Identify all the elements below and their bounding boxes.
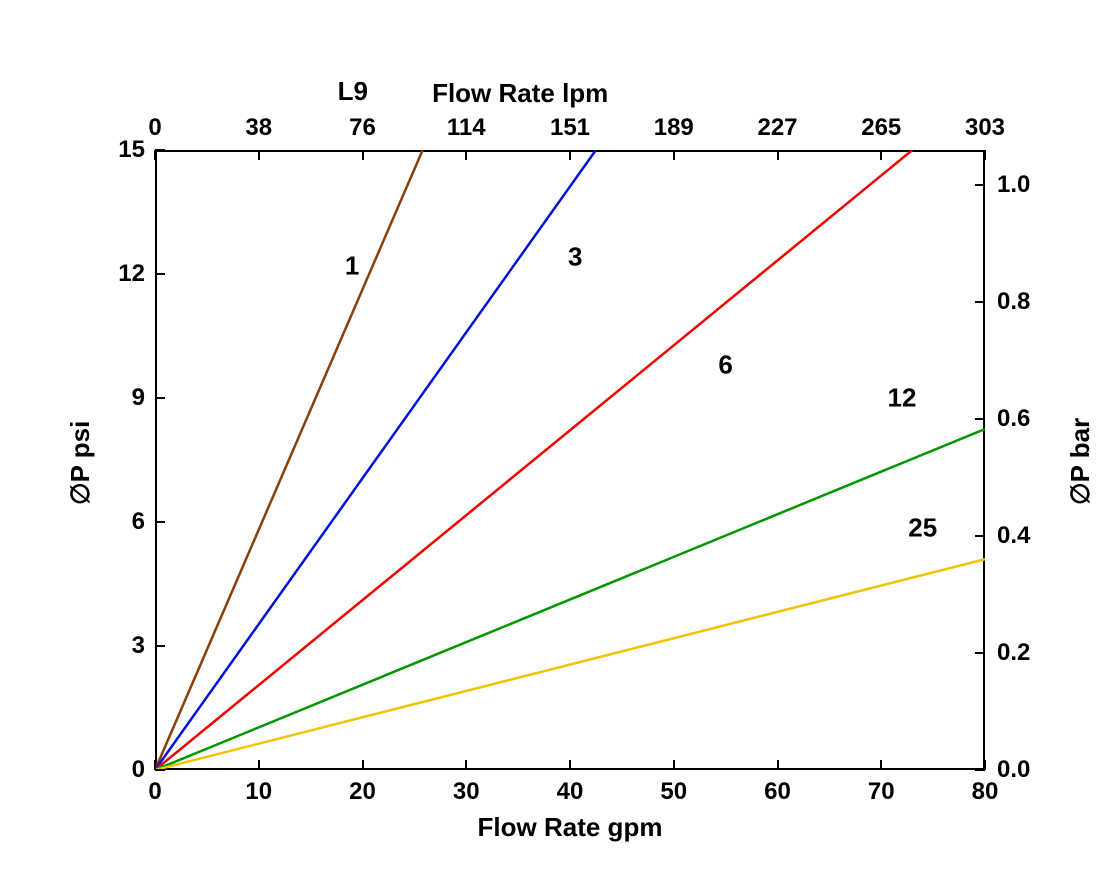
y-left-tick-label: 15: [118, 136, 145, 164]
series-label-12: 12: [888, 383, 917, 414]
x-top-tick-label: 189: [654, 114, 694, 142]
y-left-tick: [155, 149, 165, 151]
x-bottom-tick: [880, 760, 882, 770]
x-top-tick-label: 0: [148, 114, 161, 142]
y-left-tick: [155, 397, 165, 399]
x-top-tick: [258, 150, 260, 160]
x-bottom-tick-label: 0: [148, 778, 161, 806]
x-bottom-tick-label: 20: [349, 778, 376, 806]
series-label-6: 6: [718, 349, 732, 380]
x-top-tick: [465, 150, 467, 160]
y-right-tick-label: 1.0: [997, 171, 1030, 199]
y-right-tick: [975, 184, 985, 186]
y-left-tick-label: 9: [132, 384, 145, 412]
x-top-axis-label: Flow Rate lpm: [432, 78, 608, 109]
y-left-tick-label: 6: [132, 508, 145, 536]
y-right-tick-label: 0.4: [997, 522, 1030, 550]
y-left-tick-label: 12: [118, 260, 145, 288]
y-right-tick: [975, 535, 985, 537]
x-bottom-tick: [465, 760, 467, 770]
x-bottom-tick-label: 10: [245, 778, 272, 806]
x-bottom-tick: [673, 760, 675, 770]
y-right-tick-label: 0.2: [997, 639, 1030, 667]
x-top-tick-label: 227: [757, 114, 797, 142]
x-top-tick-label: 265: [861, 114, 901, 142]
model-label: L9: [338, 76, 368, 107]
x-bottom-tick: [362, 760, 364, 770]
x-bottom-tick-label: 60: [764, 778, 791, 806]
chart-container: { "canvas": { "width": 1114, "height": 8…: [0, 0, 1114, 874]
x-top-tick: [984, 150, 986, 160]
y-right-tick-label: 0.8: [997, 288, 1030, 316]
y-left-tick-label: 3: [132, 632, 145, 660]
x-top-tick: [880, 150, 882, 160]
x-top-tick-label: 38: [245, 114, 272, 142]
x-top-tick-label: 151: [550, 114, 590, 142]
x-top-tick-label: 303: [965, 114, 1005, 142]
x-top-tick: [673, 150, 675, 160]
x-bottom-tick: [777, 760, 779, 770]
y-left-tick-label: 0: [132, 756, 145, 784]
x-bottom-tick-label: 70: [868, 778, 895, 806]
x-top-tick: [154, 150, 156, 160]
series-label-1: 1: [345, 250, 359, 281]
x-bottom-tick-label: 30: [453, 778, 480, 806]
x-bottom-tick-label: 50: [660, 778, 687, 806]
x-bottom-tick-label: 80: [972, 778, 999, 806]
x-bottom-tick: [258, 760, 260, 770]
y-left-tick: [155, 645, 165, 647]
series-label-3: 3: [568, 242, 582, 273]
y-left-axis-label: ∅P psi: [65, 421, 96, 505]
y-right-axis-label: ∅P bar: [1065, 418, 1096, 505]
y-left-tick: [155, 769, 165, 771]
x-bottom-axis-label: Flow Rate gpm: [478, 812, 663, 843]
x-bottom-tick: [569, 760, 571, 770]
y-left-tick: [155, 273, 165, 275]
y-left-tick: [155, 521, 165, 523]
series-line-3: [155, 150, 596, 770]
y-right-tick-label: 0.6: [997, 405, 1030, 433]
y-right-tick: [975, 418, 985, 420]
y-right-tick: [975, 652, 985, 654]
series-label-25: 25: [908, 513, 937, 544]
x-top-tick: [362, 150, 364, 160]
x-top-tick: [569, 150, 571, 160]
x-top-tick: [777, 150, 779, 160]
y-right-tick: [975, 301, 985, 303]
y-right-tick: [975, 769, 985, 771]
x-top-tick-label: 114: [447, 114, 486, 142]
x-bottom-tick-label: 40: [557, 778, 584, 806]
series-line-6: [155, 150, 912, 770]
y-right-tick-label: 0.0: [997, 756, 1030, 784]
x-top-tick-label: 76: [349, 114, 376, 142]
series-line-25: [155, 559, 985, 770]
